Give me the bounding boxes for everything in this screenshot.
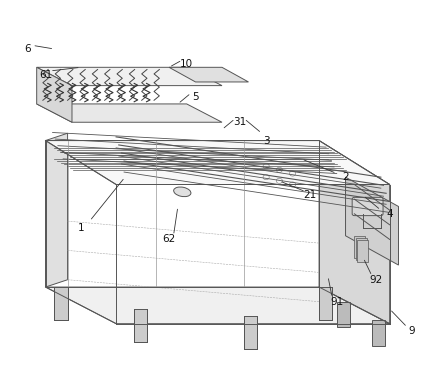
Polygon shape: [354, 236, 365, 258]
Polygon shape: [319, 287, 332, 320]
Polygon shape: [319, 141, 390, 324]
Text: 5: 5: [192, 92, 199, 101]
Text: 62: 62: [163, 234, 176, 244]
Text: 91: 91: [330, 297, 343, 307]
Text: 2: 2: [342, 172, 349, 182]
Polygon shape: [357, 240, 368, 262]
Polygon shape: [337, 302, 350, 327]
Polygon shape: [46, 133, 67, 287]
Text: 61: 61: [39, 70, 52, 80]
Text: 21: 21: [304, 190, 317, 200]
Text: 31: 31: [233, 117, 246, 127]
Polygon shape: [46, 287, 390, 324]
Polygon shape: [356, 238, 367, 260]
Text: 92: 92: [370, 275, 383, 285]
Polygon shape: [345, 177, 398, 265]
Polygon shape: [37, 67, 72, 122]
Polygon shape: [169, 67, 249, 82]
Polygon shape: [54, 287, 67, 320]
Polygon shape: [46, 141, 390, 184]
Polygon shape: [134, 309, 147, 342]
Polygon shape: [372, 320, 385, 346]
Text: 9: 9: [408, 326, 415, 336]
Text: 1: 1: [78, 224, 84, 234]
Polygon shape: [37, 67, 222, 86]
Text: 3: 3: [263, 135, 270, 145]
Text: 10: 10: [180, 59, 193, 69]
Polygon shape: [244, 316, 257, 349]
Ellipse shape: [174, 187, 191, 197]
Text: 6: 6: [24, 44, 31, 54]
FancyBboxPatch shape: [352, 197, 383, 215]
Text: 4: 4: [386, 209, 393, 219]
Polygon shape: [37, 104, 222, 122]
